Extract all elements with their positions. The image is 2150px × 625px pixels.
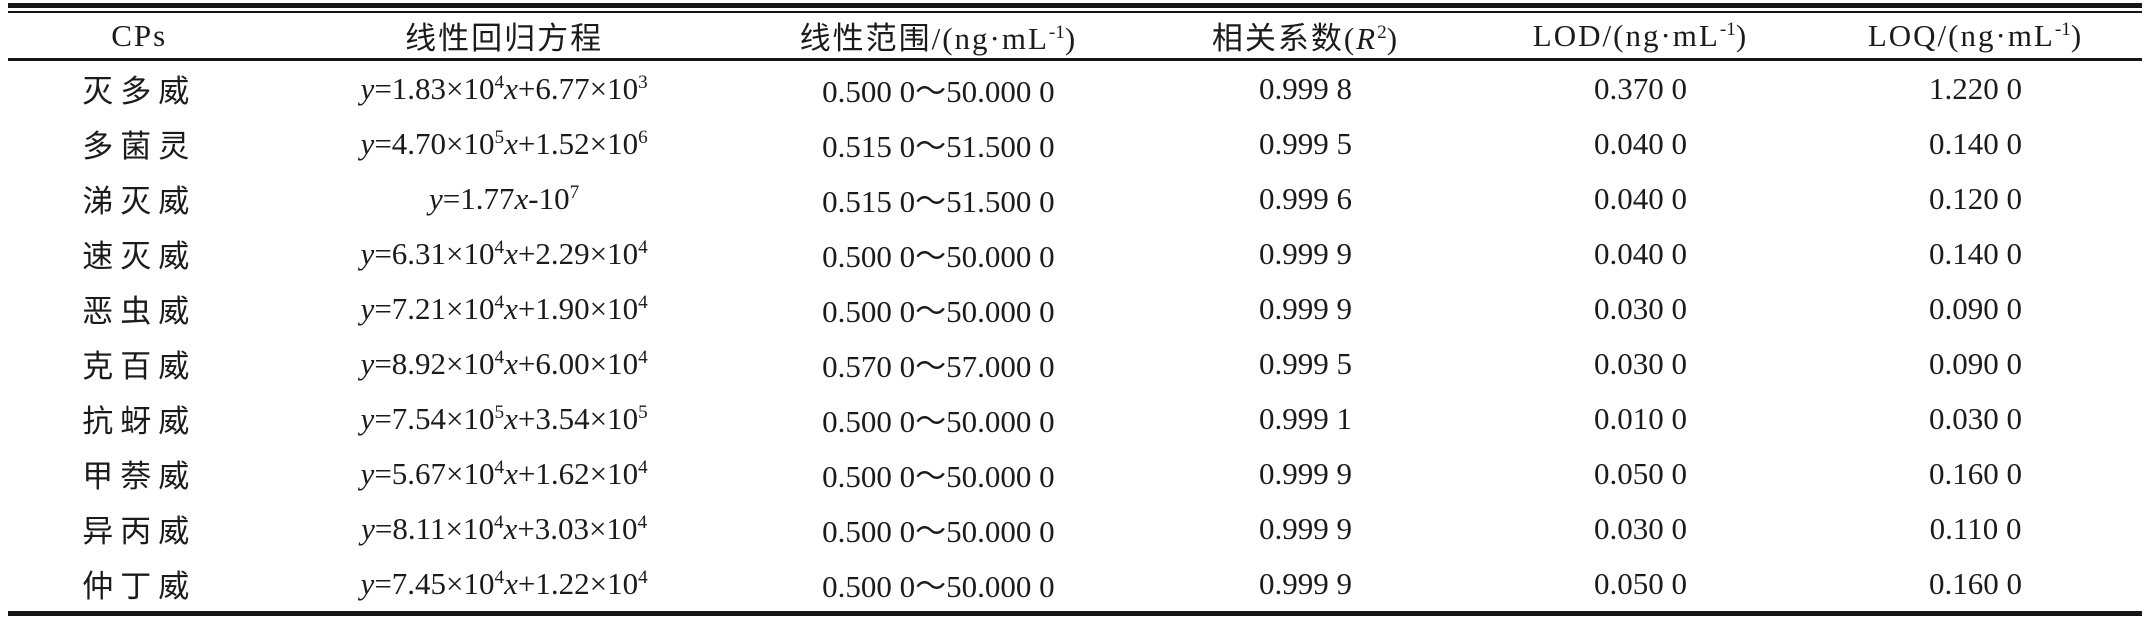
cell-loq: 0.110 0	[1929, 510, 2022, 546]
cell-equation: y=1.77x-107	[429, 180, 580, 216]
table-row: 涕灭威 y=1.77x-107 0.515 0～51.500 0 0.999 6 0.0…	[8, 171, 2142, 226]
cell-name: 恶虫威	[82, 294, 197, 329]
cell-range: 0.515 0～51.500 0	[822, 129, 1055, 164]
cell-name: 仲丁威	[82, 569, 197, 604]
table-row: 克百威 y=8.92×104x+6.00×104 0.570 0～57.000 0 0…	[8, 336, 2142, 391]
cell-range: 0.500 0～50.000 0	[822, 74, 1055, 109]
cell-name: 涕灭威	[82, 184, 197, 219]
cell-lod: 0.040 0	[1593, 125, 1687, 161]
cell-equation: y=8.92×104x+6.00×104	[360, 345, 648, 381]
table-header-row: CPs 线性回归方程 线性范围/(ng·mL-1) 相关系数(R2) LOD/(ng·m…	[8, 13, 2142, 61]
column-header-equation: 线性回归方程	[270, 13, 738, 61]
cell-lod: 0.030 0	[1593, 510, 1687, 546]
cell-lod: 0.370 0	[1593, 70, 1687, 106]
cell-range: 0.500 0～50.000 0	[822, 239, 1055, 274]
cell-range: 0.500 0～50.000 0	[822, 294, 1055, 329]
cell-equation: y=7.54×105x+3.54×105	[360, 400, 648, 436]
cell-range: 0.570 0～57.000 0	[822, 349, 1055, 384]
table-row: 甲萘威 y=5.67×104x+1.62×104 0.500 0～50.000 0 0…	[8, 446, 2142, 501]
cell-r2: 0.999 9	[1258, 455, 1352, 491]
column-header-name: CPs	[8, 13, 271, 61]
cell-lod: 0.030 0	[1593, 290, 1687, 326]
table-bottom-rule	[8, 611, 2142, 616]
table-row: 仲丁威 y=7.45×104x+1.22×104 0.500 0～50.000 0 0…	[8, 556, 2142, 611]
cell-range: 0.500 0～50.000 0	[822, 404, 1055, 439]
cell-loq: 0.140 0	[1929, 235, 2023, 271]
cell-name: 灭多威	[82, 74, 197, 109]
cell-lod: 0.040 0	[1593, 235, 1687, 271]
cell-lod: 0.050 0	[1593, 455, 1687, 491]
table-row: 抗蚜威 y=7.54×105x+3.54×105 0.500 0～50.000 0 0…	[8, 391, 2142, 446]
cell-loq: 1.220 0	[1929, 70, 2023, 106]
cell-equation: y=1.83×104x+6.77×103	[360, 70, 648, 106]
cell-range: 0.515 0～51.500 0	[822, 184, 1055, 219]
cell-loq: 0.160 0	[1929, 565, 2023, 601]
column-header-lod: LOD/(ng·mL-1)	[1471, 13, 1810, 61]
column-header-range: 线性范围/(ng·mL-1)	[737, 13, 1139, 61]
table-header: CPs 线性回归方程 线性范围/(ng·mL-1) 相关系数(R2) LOD/(ng·m…	[8, 13, 2142, 61]
cell-r2: 0.999 9	[1258, 235, 1352, 271]
cell-name: 速灭威	[82, 239, 197, 274]
table-top-rule-thin	[8, 11, 2142, 13]
cell-name: 克百威	[82, 349, 197, 384]
cell-name: 甲萘威	[82, 459, 197, 494]
table-row: 速灭威 y=6.31×104x+2.29×104 0.500 0～50.000 0 0…	[8, 226, 2142, 281]
cell-r2: 0.999 5	[1258, 125, 1352, 161]
cell-lod: 0.010 0	[1593, 400, 1687, 436]
cell-range: 0.500 0～50.000 0	[822, 514, 1055, 549]
cell-equation: y=7.45×104x+1.22×104	[360, 565, 648, 601]
cell-r2: 0.999 6	[1258, 180, 1352, 216]
cell-r2: 0.999 1	[1258, 400, 1352, 436]
cell-loq: 0.140 0	[1929, 125, 2023, 161]
cell-r2: 0.999 8	[1258, 70, 1352, 106]
cell-lod: 0.050 0	[1593, 565, 1687, 601]
cell-loq: 0.120 0	[1929, 180, 2023, 216]
column-header-loq: LOQ/(ng·mL-1)	[1809, 13, 2142, 61]
cell-name: 抗蚜威	[82, 404, 197, 439]
cell-loq: 0.160 0	[1929, 455, 2023, 491]
cell-equation: y=7.21×104x+1.90×104	[360, 290, 648, 326]
cell-loq: 0.030 0	[1929, 400, 2023, 436]
cell-lod: 0.030 0	[1593, 345, 1687, 381]
cell-r2: 0.999 9	[1258, 510, 1352, 546]
cell-range: 0.500 0～50.000 0	[822, 569, 1055, 604]
cell-equation: y=4.70×105x+1.52×106	[360, 125, 648, 161]
cell-loq: 0.090 0	[1929, 290, 2023, 326]
calibration-table: CPs 线性回归方程 线性范围/(ng·mL-1) 相关系数(R2) LOD/(ng·m…	[8, 13, 2142, 611]
cell-loq: 0.090 0	[1929, 345, 2023, 381]
cell-equation: y=8.11×104x+3.03×104	[361, 510, 648, 546]
cell-lod: 0.040 0	[1593, 180, 1687, 216]
table-row: 异丙威 y=8.11×104x+3.03×104 0.500 0～50.000 0 0…	[8, 501, 2142, 556]
cell-equation: y=5.67×104x+1.62×104	[360, 455, 648, 491]
cell-name: 异丙威	[82, 514, 197, 549]
cell-equation: y=6.31×104x+2.29×104	[360, 235, 648, 271]
table-top-rule-thick	[8, 3, 2142, 8]
cell-range: 0.500 0～50.000 0	[822, 459, 1055, 494]
table-row: 恶虫威 y=7.21×104x+1.90×104 0.500 0～50.000 0 0…	[8, 281, 2142, 336]
table-row: 多菌灵 y=4.70×105x+1.52×106 0.515 0～51.500 0 0…	[8, 116, 2142, 171]
cell-r2: 0.999 5	[1258, 345, 1352, 381]
table-row: 灭多威 y=1.83×104x+6.77×103 0.500 0～50.000 0 0…	[8, 60, 2142, 117]
column-header-r2: 相关系数(R2)	[1139, 13, 1472, 61]
cell-r2: 0.999 9	[1258, 565, 1352, 601]
cell-name: 多菌灵	[82, 129, 197, 164]
cell-r2: 0.999 9	[1258, 290, 1352, 326]
